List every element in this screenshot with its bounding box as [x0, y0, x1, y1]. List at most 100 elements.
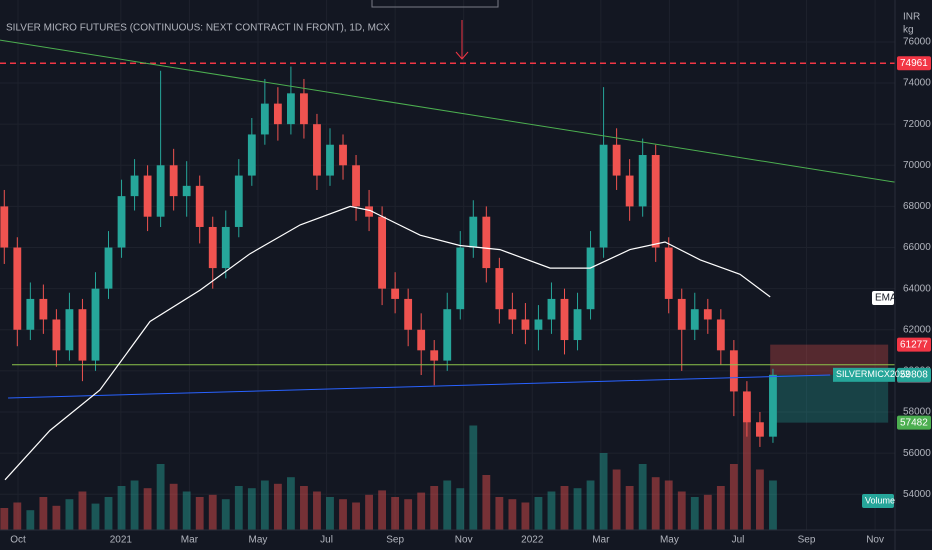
volume-bar — [534, 497, 543, 530]
candle-body — [508, 309, 517, 320]
y-tick-label: 68000 — [903, 201, 931, 212]
candle-body — [117, 196, 126, 248]
candle-body — [247, 134, 256, 176]
x-tick-label: May — [660, 535, 679, 546]
ema-tag-bg — [872, 291, 894, 305]
candle-body — [13, 247, 22, 330]
candle-body — [273, 103, 282, 125]
candle-body — [0, 206, 9, 248]
volume-tag-bg — [862, 494, 894, 508]
y-tick-label: 72000 — [903, 119, 931, 130]
volume-bar — [182, 491, 191, 530]
y-tick-label: 54000 — [903, 489, 931, 500]
candle-body — [234, 175, 243, 227]
volume-bar — [716, 486, 725, 530]
candle-body — [430, 350, 439, 361]
volume-bar — [404, 499, 413, 530]
volume-bar — [0, 508, 9, 530]
volume-bar — [495, 497, 504, 530]
candle-body — [703, 309, 712, 320]
chart-title: SILVER MICRO FUTURES (CONTINUOUS: NEXT C… — [6, 23, 390, 34]
candle-body — [195, 185, 204, 227]
price-label-bg — [897, 415, 931, 430]
volume-bar — [469, 425, 478, 530]
unit: kg — [903, 25, 914, 36]
volume-bar — [690, 497, 699, 530]
candle-body — [286, 93, 295, 125]
candle-body — [169, 165, 178, 197]
x-tick-label: Nov — [866, 535, 884, 546]
candle-body — [39, 298, 48, 320]
trendline — [0, 39, 896, 183]
volume-bar — [13, 502, 22, 530]
volume-bar — [365, 494, 373, 530]
volume-bar — [560, 486, 569, 530]
candle-body — [664, 247, 673, 299]
x-tick-label: Oct — [10, 535, 26, 546]
price-label-bg — [897, 337, 931, 352]
candle-body — [260, 103, 269, 135]
volume-bar — [39, 497, 48, 530]
volume-bar — [651, 477, 660, 530]
volume-bar — [339, 499, 347, 530]
candle-body — [586, 247, 595, 310]
y-tick-label: 62000 — [903, 324, 931, 335]
volume-bar — [417, 492, 426, 530]
volume-bar — [742, 420, 751, 530]
candle-body — [26, 298, 35, 330]
candle-body — [456, 247, 465, 310]
candle-body — [534, 319, 543, 330]
ema-line — [4, 205, 771, 481]
candle-body — [716, 319, 725, 351]
candle-body — [690, 309, 699, 330]
candle-body — [130, 175, 139, 197]
volume-bar — [456, 488, 465, 530]
candle-body — [769, 374, 777, 437]
candle-body — [560, 298, 569, 341]
y-tick-label: 64000 — [903, 283, 931, 294]
trendline — [8, 374, 831, 399]
series-name-bg — [833, 367, 895, 382]
candle-body — [182, 185, 191, 197]
candle-body — [742, 391, 751, 423]
candle-body — [208, 226, 217, 269]
candle-body — [417, 329, 426, 351]
x-tick-label: 2022 — [521, 535, 544, 546]
candle-body — [756, 422, 764, 437]
volume-bar — [143, 488, 152, 530]
x-tick-label: Sep — [386, 535, 404, 546]
volume-bar — [378, 490, 387, 530]
volume-bar — [508, 499, 517, 530]
candle-body — [156, 165, 165, 217]
volume-bar — [352, 502, 360, 530]
candle-body — [339, 144, 347, 166]
y-tick-label: 76000 — [903, 37, 931, 48]
toolbar-box — [371, 0, 499, 8]
candle-body — [625, 175, 634, 207]
volume-bar — [221, 499, 230, 530]
volume-bar — [547, 491, 556, 530]
volume-bar — [430, 486, 439, 530]
candle-body — [547, 298, 556, 320]
volume-bar — [286, 477, 295, 530]
candle-body — [612, 144, 621, 176]
candle-body — [521, 319, 530, 330]
volume-bar — [247, 488, 256, 530]
zone — [770, 374, 889, 423]
candle-body — [104, 247, 113, 289]
y-tick-label: 70000 — [903, 160, 931, 171]
volume-bar — [756, 469, 764, 530]
y-tick-label: 74000 — [903, 78, 931, 89]
candle-body — [52, 319, 61, 351]
volume-bar — [638, 464, 647, 530]
volume-bar — [612, 469, 621, 530]
x-tick-label: May — [249, 535, 268, 546]
y-tick-label: 58000 — [903, 407, 931, 418]
y-tick-label: 56000 — [903, 448, 931, 459]
last-price-label-bg — [897, 367, 931, 382]
volume-bar — [677, 491, 686, 530]
candle-body — [599, 144, 608, 248]
volume-bar — [300, 486, 308, 530]
